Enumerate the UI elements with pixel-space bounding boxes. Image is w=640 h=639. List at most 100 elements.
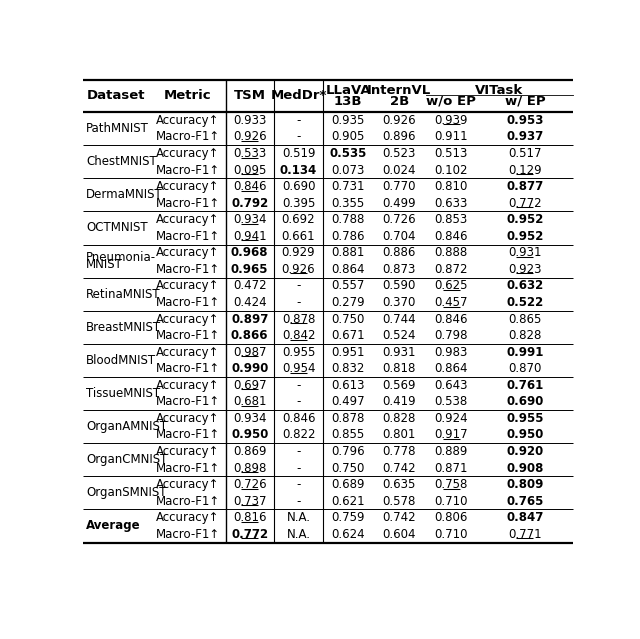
Text: 0.517: 0.517 [508,147,541,160]
Text: 0.524: 0.524 [383,329,416,342]
Text: -: - [296,461,301,475]
Text: 0.846: 0.846 [282,412,316,425]
Text: 0.744: 0.744 [383,312,416,325]
Text: OrganAMNIST: OrganAMNIST [86,420,167,433]
Text: RetinaMNIST: RetinaMNIST [86,288,161,301]
Text: 0.758: 0.758 [435,478,468,491]
Text: Macro-F1↑: Macro-F1↑ [156,495,220,507]
Text: 0.457: 0.457 [435,296,468,309]
Text: -: - [296,478,301,491]
Text: 0.877: 0.877 [506,180,543,193]
Text: 0.519: 0.519 [282,147,316,160]
Text: 0.129: 0.129 [508,164,541,176]
Text: Average: Average [86,520,141,532]
Text: 0.952: 0.952 [506,230,543,243]
Text: 0.370: 0.370 [383,296,416,309]
Text: 0.864: 0.864 [435,362,468,375]
Text: 0.710: 0.710 [435,528,468,541]
Text: 0.870: 0.870 [508,362,541,375]
Text: 0.522: 0.522 [506,296,543,309]
Text: Accuracy↑: Accuracy↑ [156,478,220,491]
Text: Macro-F1↑: Macro-F1↑ [156,296,220,309]
Text: Accuracy↑: Accuracy↑ [156,180,220,193]
Text: 0.765: 0.765 [506,495,543,507]
Text: 0.968: 0.968 [231,246,268,259]
Text: 0.134: 0.134 [280,164,317,176]
Text: -: - [296,296,301,309]
Text: 0.878: 0.878 [282,312,316,325]
Text: 0.569: 0.569 [383,379,416,392]
Text: Metric: Metric [164,89,212,102]
Text: 0.955: 0.955 [282,346,316,358]
Text: 0.991: 0.991 [506,346,543,358]
Text: N.A.: N.A. [287,511,310,524]
Text: 0.792: 0.792 [231,197,268,210]
Text: Accuracy↑: Accuracy↑ [156,511,220,524]
Text: 0.690: 0.690 [506,396,543,408]
Text: 0.697: 0.697 [233,379,266,392]
Text: 0.920: 0.920 [506,445,543,458]
Text: 0.955: 0.955 [506,412,543,425]
Text: InternVL: InternVL [367,84,431,97]
Text: 0.635: 0.635 [383,478,416,491]
Text: VITask: VITask [475,84,524,97]
Text: 0.625: 0.625 [435,279,468,293]
Text: 0.888: 0.888 [435,246,468,259]
Text: 0.806: 0.806 [435,511,468,524]
Text: -: - [296,379,301,392]
Text: Accuracy↑: Accuracy↑ [156,213,220,226]
Text: 0.828: 0.828 [383,412,416,425]
Text: 0.889: 0.889 [435,445,468,458]
Text: 0.951: 0.951 [332,346,365,358]
Text: 0.816: 0.816 [233,511,266,524]
Text: 0.881: 0.881 [332,246,365,259]
Text: 0.535: 0.535 [330,147,367,160]
Text: 0.704: 0.704 [383,230,416,243]
Text: 0.513: 0.513 [435,147,468,160]
Text: 0.523: 0.523 [383,147,416,160]
Text: 0.788: 0.788 [332,213,365,226]
Text: 0.931: 0.931 [508,246,541,259]
Text: DermaMNIST: DermaMNIST [86,189,163,201]
Text: -: - [296,279,301,293]
Text: 0.355: 0.355 [332,197,365,210]
Text: 0.828: 0.828 [508,329,541,342]
Text: Macro-F1↑: Macro-F1↑ [156,461,220,475]
Text: 0.866: 0.866 [231,329,268,342]
Text: 0.810: 0.810 [435,180,468,193]
Text: Accuracy↑: Accuracy↑ [156,445,220,458]
Text: Accuracy↑: Accuracy↑ [156,312,220,325]
Text: MNIST: MNIST [86,258,123,271]
Text: 0.024: 0.024 [383,164,416,176]
Text: 0.983: 0.983 [435,346,468,358]
Text: TissueMNIST: TissueMNIST [86,387,161,400]
Text: 0.742: 0.742 [383,511,416,524]
Text: PathMNIST: PathMNIST [86,122,149,135]
Text: 0.742: 0.742 [383,461,416,475]
Text: 0.869: 0.869 [233,445,266,458]
Text: Macro-F1↑: Macro-F1↑ [156,230,220,243]
Text: 0.871: 0.871 [435,461,468,475]
Text: 0.846: 0.846 [233,180,266,193]
Text: -: - [296,445,301,458]
Text: 0.750: 0.750 [332,312,365,325]
Text: 0.864: 0.864 [332,263,365,276]
Text: Macro-F1↑: Macro-F1↑ [156,362,220,375]
Text: BreastMNIST: BreastMNIST [86,321,161,334]
Text: Macro-F1↑: Macro-F1↑ [156,197,220,210]
Text: 0.939: 0.939 [435,114,468,127]
Text: 0.842: 0.842 [282,329,316,342]
Text: N.A.: N.A. [287,528,310,541]
Text: 0.954: 0.954 [282,362,316,375]
Text: -: - [296,130,301,143]
Text: 0.419: 0.419 [383,396,416,408]
Text: 0.809: 0.809 [506,478,543,491]
Text: 0.726: 0.726 [233,478,266,491]
Text: 0.917: 0.917 [435,428,468,442]
Text: OrganCMNIST: OrganCMNIST [86,453,168,466]
Text: 0.934: 0.934 [233,412,266,425]
Text: BloodMNIST: BloodMNIST [86,354,156,367]
Text: 0.965: 0.965 [231,263,268,276]
Text: 0.499: 0.499 [383,197,416,210]
Text: 0.905: 0.905 [332,130,365,143]
